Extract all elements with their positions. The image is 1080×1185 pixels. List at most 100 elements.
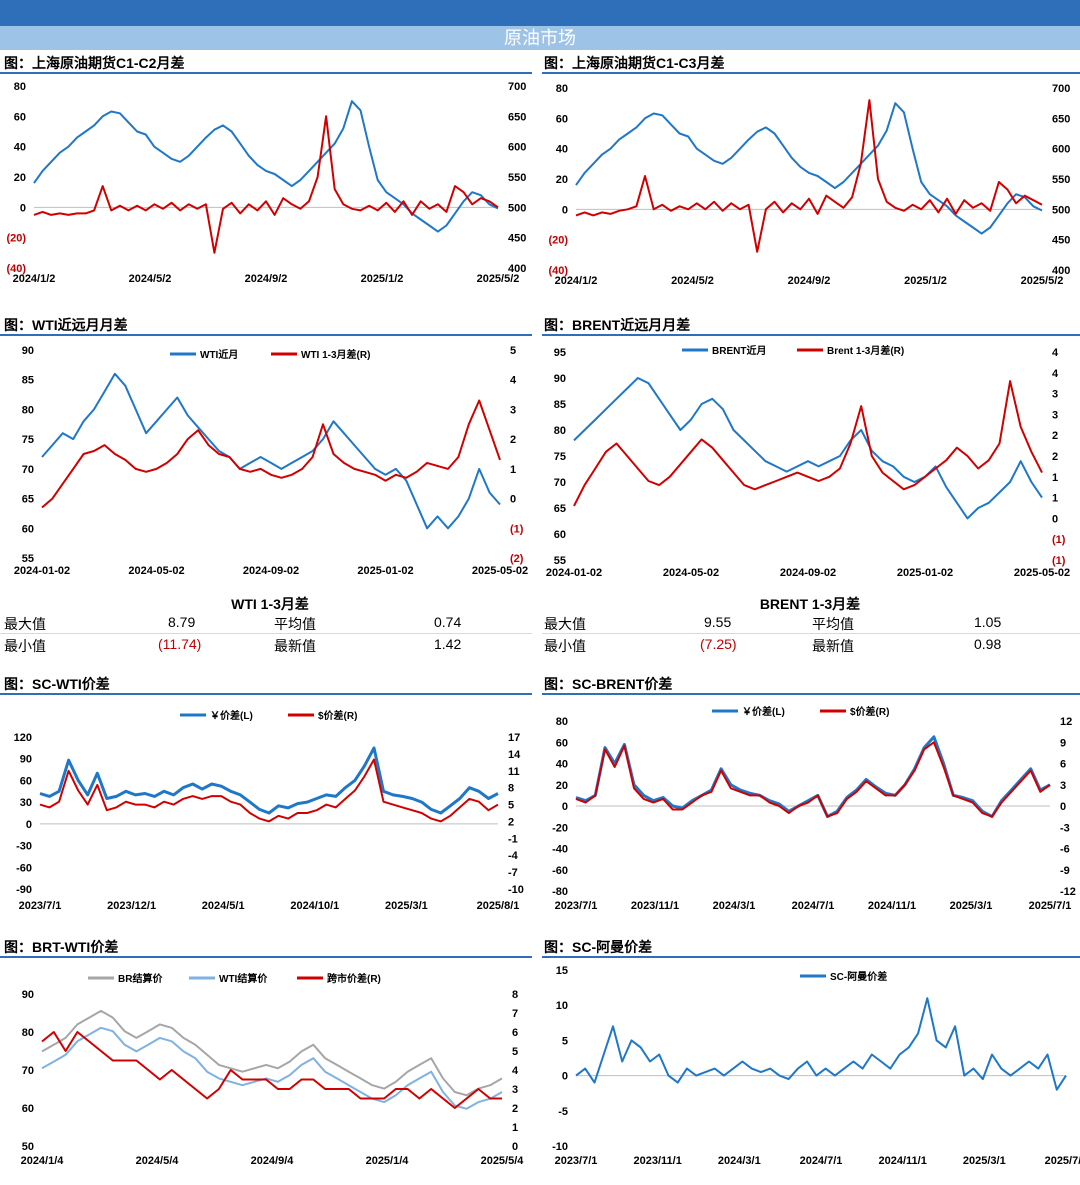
y-left-tick: 50 — [22, 1141, 34, 1153]
y-right-tick: (1) — [1052, 534, 1066, 546]
y-right-tick: 4 — [510, 375, 517, 387]
x-tick: 2023/7/1 — [555, 1155, 598, 1167]
y-left-tick: 10 — [556, 1000, 568, 1012]
x-tick: 2024/9/2 — [788, 275, 831, 287]
y-left-tick: 80 — [554, 425, 566, 437]
y-right-tick: 7 — [512, 1008, 518, 1020]
y-left-tick: -30 — [16, 841, 32, 853]
y-left-tick: 60 — [556, 113, 568, 125]
series-line — [573, 380, 1043, 507]
x-tick: 2024/7/1 — [792, 900, 835, 912]
y-left-tick: 40 — [556, 759, 568, 771]
legend-label: WTI结算价 — [219, 972, 268, 985]
title-scwti: 图：SC-WTI价差 — [4, 676, 110, 692]
x-tick: 2025/1/4 — [366, 1155, 410, 1167]
divider — [542, 693, 1080, 695]
wti-max-value: 8.79 — [168, 614, 196, 630]
x-tick: 2025/5/2 — [1021, 275, 1064, 287]
series-line — [575, 997, 1067, 1091]
top-bar — [0, 0, 1080, 26]
y-right-tick: 600 — [1052, 144, 1070, 156]
wti-avg-value: 0.74 — [434, 614, 462, 630]
wti-stats-title: WTI 1-3月差 — [231, 596, 309, 612]
y-right-tick: 500 — [508, 202, 526, 214]
y-right-tick: 1 — [510, 464, 516, 476]
y-right-tick: -6 — [1060, 844, 1070, 856]
x-tick: 2024/3/1 — [718, 1155, 761, 1167]
x-tick: 2023/7/1 — [19, 900, 62, 912]
y-right-tick: 4 — [512, 1065, 519, 1077]
x-tick: 2024/5/2 — [671, 275, 714, 287]
y-left-tick: 60 — [556, 737, 568, 749]
series-line — [33, 115, 499, 254]
chart-brent: 95 90 85 80 75 70 65 60 55 4 4 3 3 2 2 1 1 0 (1) (1) 2024-01… — [546, 344, 1070, 579]
y-right-tick: 2 — [1052, 430, 1058, 442]
series-line — [41, 399, 501, 509]
x-tick: 2024/1/2 — [13, 273, 56, 285]
y-right-tick: 1 — [1052, 493, 1058, 505]
wti-min-label: 最小值 — [4, 638, 46, 654]
y-right-tick: 5 — [512, 1046, 518, 1058]
x-tick: 2025/3/1 — [385, 900, 428, 912]
wti-max-label: 最大值 — [4, 616, 46, 632]
y-right-tick: 600 — [508, 142, 526, 154]
y-left-tick: 120 — [14, 732, 32, 744]
y-right-tick: 0 — [512, 1141, 518, 1153]
x-tick: 2025-05-02 — [1014, 567, 1070, 579]
title-brent: 图：BRENT近远月月差 — [544, 317, 691, 333]
y-left-tick: 30 — [20, 797, 32, 809]
y-left-tick: 60 — [22, 1103, 34, 1115]
title-scoman: 图：SC-阿曼价差 — [544, 939, 653, 955]
x-tick: 2024/5/4 — [136, 1155, 180, 1167]
y-right-tick: (2) — [510, 553, 524, 565]
x-tick: 2024/11/1 — [878, 1155, 926, 1167]
legend-label: WTI 1-3月差(R) — [301, 348, 370, 361]
y-right-tick: 3 — [510, 404, 516, 416]
x-tick: 2024/5/1 — [202, 900, 245, 912]
y-left-tick: 0 — [562, 1071, 568, 1083]
y-right-tick: 14 — [508, 749, 521, 761]
series-line — [575, 735, 1051, 819]
y-right-tick: 2 — [510, 434, 516, 446]
divider — [0, 693, 532, 695]
y-left-tick: -40 — [552, 844, 568, 856]
y-left-tick: (40) — [6, 263, 26, 275]
brent-max-value: 9.55 — [704, 614, 732, 630]
series-line — [41, 372, 501, 530]
y-left-tick: 55 — [554, 555, 566, 567]
y-right-tick: 0 — [1052, 513, 1058, 525]
series-line — [41, 1009, 503, 1097]
y-right-tick: 9 — [1060, 737, 1066, 749]
legend-label: Brent 1-3月差(R) — [827, 344, 904, 357]
y-right-tick: 1 — [1052, 472, 1058, 484]
y-right-tick: -10 — [508, 884, 524, 896]
y-left-tick: 5 — [562, 1035, 568, 1047]
brent-max-label: 最大值 — [544, 616, 586, 632]
x-tick: 2023/7/1 — [555, 900, 598, 912]
title-c1c2: 图：上海原油期货C1-C2月差 — [4, 55, 185, 71]
y-left-tick: 20 — [556, 780, 568, 792]
y-right-tick: -4 — [508, 850, 519, 862]
y-left-tick: 95 — [554, 347, 566, 359]
y-right-tick: 2 — [508, 816, 514, 828]
y-left-tick: -80 — [552, 886, 568, 898]
y-right-tick: 4 — [1052, 368, 1059, 380]
chart-scbrent: 80 60 40 20 0 -20 -40 -60 -80 12 9 6 3 0 -3 -6 -9 -12 2023… — [552, 705, 1076, 912]
y-right-tick: 550 — [1052, 174, 1070, 186]
series-line — [575, 102, 1043, 235]
legend-label: ￥价差(L) — [210, 709, 253, 722]
x-tick: 2025/1/2 — [361, 273, 404, 285]
x-tick: 2024-01-02 — [14, 565, 70, 577]
x-tick: 2024/3/1 — [713, 900, 756, 912]
title-scbrent: 图：SC-BRENT价差 — [544, 676, 673, 692]
y-left-tick: 85 — [22, 375, 34, 387]
y-right-tick: 6 — [512, 1027, 518, 1039]
y-right-tick: 1 — [512, 1122, 518, 1134]
chart-brtwti: 90 80 70 60 50 8 7 6 5 4 3 2 1 0 2024/1/4 2024/5/4 2024/… — [21, 972, 525, 1167]
x-tick: 2024-09-02 — [243, 565, 299, 577]
y-left-tick: 0 — [20, 202, 26, 214]
brent-stats-title: BRENT 1-3月差 — [759, 596, 861, 612]
y-right-tick: 400 — [1052, 265, 1070, 277]
y-left-tick: 60 — [554, 529, 566, 541]
divider — [542, 633, 1080, 634]
